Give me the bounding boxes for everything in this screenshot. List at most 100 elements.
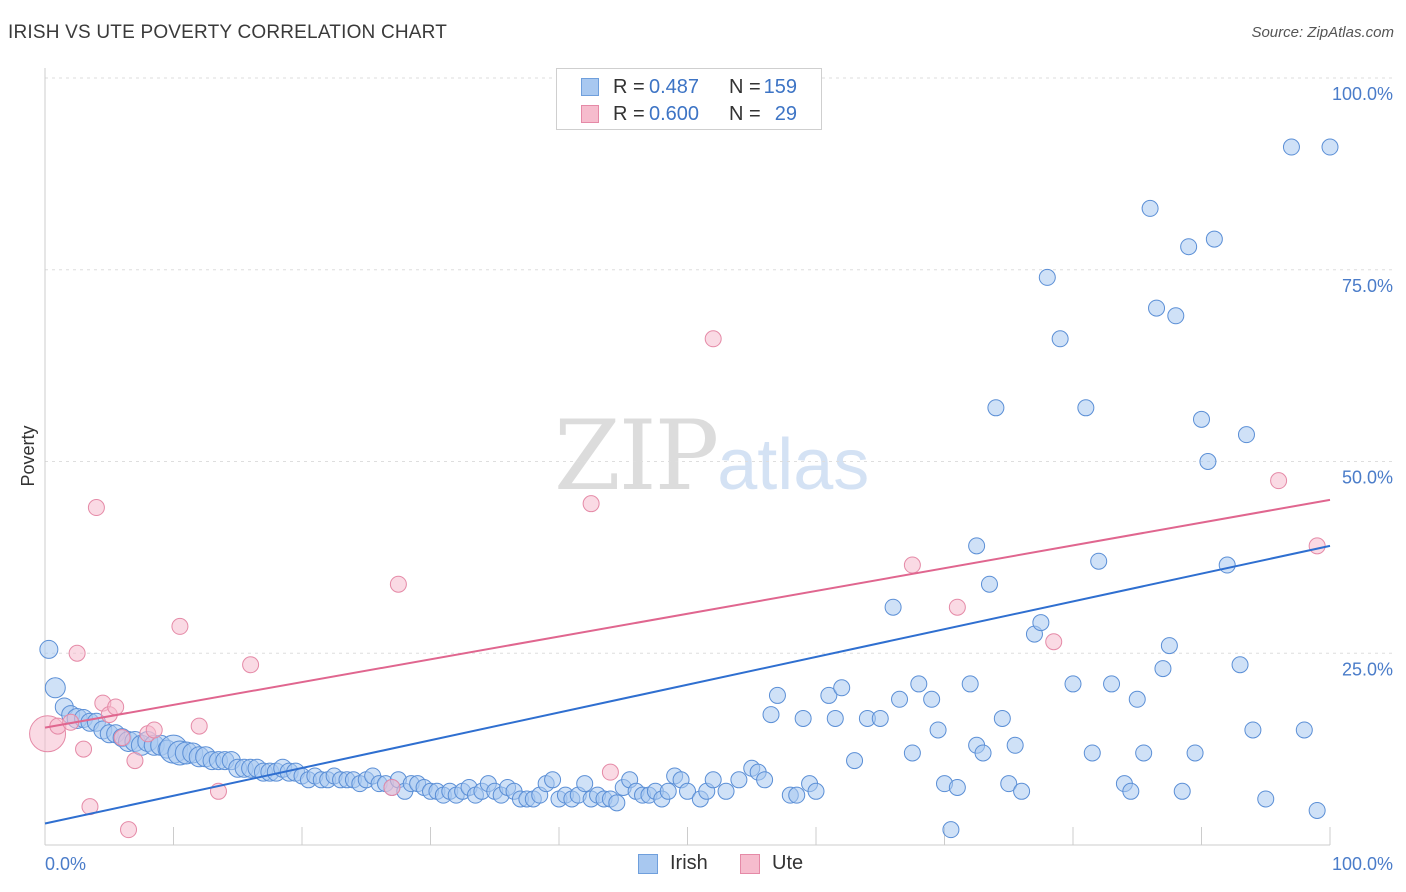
data-point-irish: [659, 782, 677, 800]
data-point-ute: [145, 721, 163, 739]
data-point-ute: [107, 698, 125, 716]
data-point-irish: [1218, 556, 1236, 574]
data-point-ute: [75, 740, 93, 758]
data-point-irish: [942, 821, 960, 839]
data-point-irish: [679, 782, 696, 800]
data-point-irish: [903, 744, 921, 762]
data-point-ute: [68, 644, 86, 662]
data-point-irish: [1295, 721, 1313, 739]
legend-n-label: N =: [729, 103, 761, 125]
data-point-irish: [1257, 790, 1275, 808]
data-point-irish: [884, 598, 902, 616]
data-point-irish: [1148, 299, 1166, 317]
chart-title: IRISH VS UTE POVERTY CORRELATION CHART: [8, 22, 448, 43]
data-point-ute: [582, 495, 600, 513]
data-point-irish: [1090, 552, 1108, 570]
correlation-legend: R = 0.487 N = 159 R = 0.600 N = 29: [556, 68, 822, 130]
data-point-irish: [820, 686, 838, 704]
data-point-ute: [126, 752, 144, 770]
data-point-ute: [190, 717, 208, 735]
data-point-irish: [891, 690, 909, 708]
data-point-ute: [1045, 633, 1063, 651]
data-point-ute: [389, 575, 407, 593]
legend-r-value: 0.600: [649, 103, 700, 125]
data-point-irish: [704, 771, 722, 789]
data-point-irish: [1077, 399, 1095, 417]
data-point-ute: [704, 330, 722, 348]
legend-r-label: R =: [613, 103, 645, 125]
data-point-irish: [788, 786, 806, 804]
legend-n-value: 159: [763, 76, 797, 98]
data-point-irish: [39, 639, 59, 659]
data-point-irish: [1038, 268, 1056, 286]
data-point-irish: [1141, 199, 1159, 217]
series-legend: Irish Ute: [0, 852, 1406, 878]
data-point-ute: [113, 729, 131, 747]
data-point-irish: [44, 677, 66, 699]
data-point-irish: [576, 775, 594, 793]
legend-r-value: 0.487: [649, 76, 700, 98]
trend-line-ute: [44, 498, 1331, 729]
data-point-irish: [608, 794, 626, 812]
legend-row-ute: R = 0.600 N = 29: [557, 101, 823, 127]
data-point-irish: [1199, 453, 1217, 470]
data-point-irish: [968, 537, 986, 555]
tick-labels: 100.0% 75.0% 50.0% 25.0% 0.0% 100.0%: [45, 84, 1393, 874]
watermark-zip: ZIP: [554, 400, 719, 512]
data-points: [29, 138, 1339, 839]
data-point-ute: [1270, 472, 1288, 490]
data-point-irish: [1064, 675, 1082, 693]
data-point-irish: [1051, 330, 1069, 348]
data-point-irish: [1122, 782, 1140, 800]
trend-lines: [44, 498, 1331, 825]
data-point-irish: [993, 709, 1011, 727]
legend-swatch-irish: [581, 78, 599, 96]
data-point-irish: [807, 782, 825, 800]
data-point-irish: [1308, 801, 1326, 819]
data-point-irish: [1244, 721, 1262, 739]
data-point-irish: [1321, 138, 1339, 156]
data-point-irish: [1103, 675, 1121, 693]
data-point-irish: [1193, 410, 1210, 428]
trend-line-irish: [44, 544, 1331, 825]
data-point-ute: [87, 499, 105, 517]
data-point-irish: [730, 771, 748, 789]
data-point-irish: [1231, 656, 1249, 674]
data-point-irish: [826, 709, 844, 727]
axes: [44, 68, 1331, 846]
data-point-irish: [1000, 775, 1018, 793]
data-point-irish: [756, 771, 774, 789]
data-point-irish: [1173, 782, 1191, 800]
series-label-ute: Ute: [772, 852, 804, 874]
source-label: Source: ZipAtlas.com: [1251, 24, 1394, 41]
legend-n-label: N =: [729, 76, 761, 98]
watermark-atlas: atlas: [717, 425, 870, 505]
data-point-irish: [948, 778, 966, 796]
data-point-irish: [762, 706, 780, 724]
data-point-irish: [974, 744, 992, 762]
data-point-irish: [846, 752, 864, 770]
data-point-irish: [923, 690, 941, 708]
data-point-ute: [242, 656, 260, 674]
data-point-irish: [871, 709, 889, 727]
x-tick-label: 100.0%: [1332, 854, 1393, 874]
data-point-ute: [171, 617, 189, 635]
data-point-irish: [961, 675, 979, 693]
data-point-irish: [544, 771, 562, 789]
data-point-irish: [833, 679, 851, 697]
data-point-irish: [910, 675, 928, 693]
x-tick-label: 0.0%: [45, 854, 86, 874]
grid-lines: [45, 77, 1392, 654]
data-point-irish: [1282, 138, 1300, 156]
data-point-irish: [1083, 744, 1101, 762]
y-tick-label: 75.0%: [1342, 276, 1393, 296]
data-point-ute: [1308, 537, 1326, 555]
data-point-irish: [1237, 426, 1255, 444]
legend-n-value: 29: [774, 103, 797, 125]
legend-row-irish: R = 0.487 N = 159: [557, 74, 823, 100]
data-point-irish: [1186, 744, 1204, 762]
series-swatch-ute: [740, 854, 760, 874]
data-point-irish: [1167, 307, 1185, 325]
data-point-ute: [120, 821, 138, 839]
